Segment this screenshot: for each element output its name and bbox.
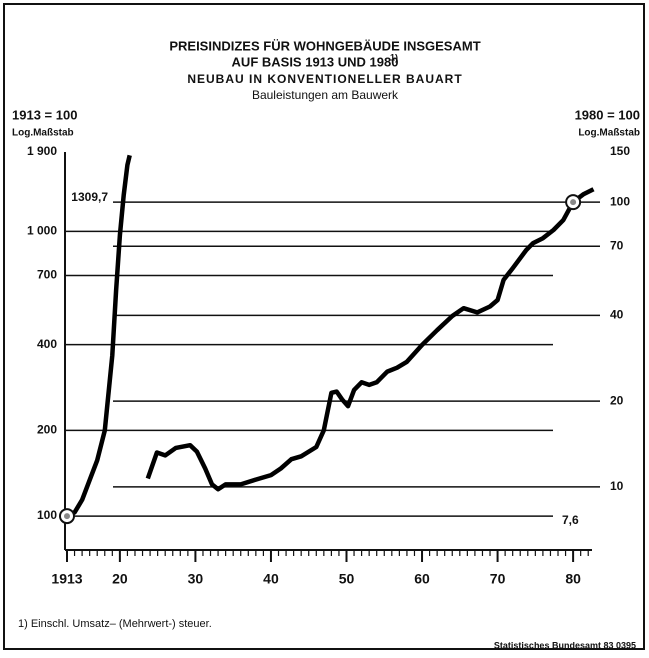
y-tick-label: 700 [37, 268, 57, 282]
line-series [66, 154, 132, 519]
x-tick-label: 50 [339, 571, 355, 587]
y2-tick-label: 150 [610, 144, 630, 158]
annotation: 1309,7 [71, 190, 108, 204]
y2-tick-label: 10 [610, 479, 624, 493]
y2-tick-label: 40 [610, 308, 624, 322]
y-tick-label: 1 900 [27, 144, 57, 158]
x-tick-label: 40 [263, 571, 279, 587]
y2-tick-label: 70 [610, 238, 624, 252]
y-axis-label: 1913 = 100 [12, 107, 77, 122]
y-tick-label: 200 [37, 423, 57, 437]
y2-tick-label: 20 [610, 393, 624, 407]
source: Statistisches Bundesamt 83 0395 [494, 640, 636, 650]
x-tick-label: 1913 [51, 571, 82, 587]
y-tick-label: 400 [37, 337, 57, 351]
y2-tick-label: 100 [610, 194, 630, 208]
base-marker-dot [570, 199, 577, 206]
y-axis-scale: Log.Maßstab [12, 128, 74, 139]
footnote: 1) Einschl. Umsatz– (Mehrwert-) steuer. [18, 618, 212, 630]
x-tick-label: 30 [188, 571, 204, 587]
base-marker-dot [64, 513, 70, 520]
line-series [145, 187, 595, 492]
x-tick-label: 20 [112, 571, 128, 587]
chart-title: PREISINDIZES FÜR WOHNGEBÄUDE INSGESAMT [169, 38, 480, 53]
x-tick-label: 70 [490, 571, 506, 587]
subtitle: NEUBAU IN KONVENTIONELLER BAUART [187, 72, 462, 86]
chart-title-line2: AUF BASIS 1913 UND 1980 [232, 54, 399, 69]
annotation: 7,6 [562, 513, 579, 527]
y-tick-label: 1 000 [27, 224, 57, 238]
y-tick-label: 100 [37, 508, 57, 522]
x-tick-label: 80 [565, 571, 581, 587]
title-note: 1) [390, 52, 398, 62]
y2-axis-label: 1980 = 100 [575, 107, 640, 122]
y2-axis-scale: Log.Maßstab [578, 128, 640, 139]
x-tick-label: 60 [414, 571, 430, 587]
subtitle2: Bauleistungen am Bauwerk [252, 88, 399, 102]
frame [3, 3, 645, 650]
